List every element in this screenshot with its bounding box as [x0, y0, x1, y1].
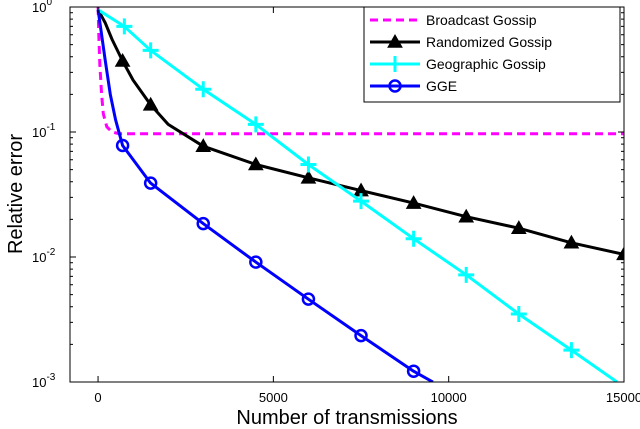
randomized-gossip-point-2	[142, 96, 159, 111]
gge-point-3	[196, 216, 210, 231]
legend: Broadcast Gossip Randomized Gossip Geograp…	[363, 6, 621, 103]
geographic-gossip-point-1	[116, 18, 133, 35]
gge-point-1	[115, 138, 130, 153]
geographic-gossip-point-5	[300, 156, 317, 173]
tick-layer: 0 5000 10000 15000 100 10-1 10-2 10-3	[32, 0, 640, 405]
series-gge	[96, 9, 434, 382]
gge-point-2	[143, 176, 158, 190]
geographic-gossip-point-3	[195, 81, 212, 98]
gge-line	[96, 9, 434, 382]
randomized-gossip-point-10	[563, 234, 580, 249]
geographic-gossip-point-9	[510, 305, 527, 322]
randomized-gossip-point-5	[300, 169, 317, 184]
randomized-gossip-point-7	[405, 195, 422, 209]
geographic-gossip-point-10	[563, 342, 580, 359]
legend-item-geographic-gossip: Geographic Gossip	[370, 56, 546, 72]
legend-label-gge: GGE	[426, 78, 457, 94]
geographic-gossip-point-2	[142, 42, 159, 59]
legend-label-randomized-gossip: Randomized Gossip	[426, 34, 552, 50]
series-broadcast-gossip	[96, 7, 624, 136]
x-tick-label-1: 0	[94, 390, 101, 405]
randomized-gossip-point-1	[114, 52, 131, 67]
series-layer	[96, 7, 624, 382]
x-tick-label-2: 5000	[259, 390, 288, 405]
randomized-gossip-line	[96, 9, 624, 256]
legend-item-gge: GGE	[370, 78, 457, 94]
legend-marker-geographic-gossip	[387, 56, 403, 72]
randomized-gossip-point-3	[195, 138, 212, 152]
gge-point-6	[354, 328, 368, 343]
gge-point-4	[249, 255, 263, 269]
y-tick-label-1: 100	[32, 0, 52, 15]
randomized-gossip-point-8	[458, 208, 475, 223]
y-tick-label-2: 10-1	[32, 122, 56, 140]
x-axis-label: Number of transmissions	[236, 407, 457, 429]
legend-marker-randomized-gossip	[387, 33, 403, 48]
legend-label-broadcast-gossip: Broadcast Gossip	[426, 12, 537, 28]
broadcast-gossip-line	[96, 7, 624, 136]
geographic-gossip-point-4	[247, 116, 264, 133]
geographic-gossip-point-8	[458, 266, 475, 283]
geographic-gossip-line	[97, 8, 618, 382]
geographic-gossip-point-7	[405, 230, 422, 247]
legend-item-randomized-gossip: Randomized Gossip	[370, 33, 552, 50]
gge-point-5	[301, 292, 316, 306]
series-geographic-gossip	[97, 8, 618, 382]
legend-item-broadcast-gossip: Broadcast Gossip	[370, 12, 537, 28]
y-axis-label: Relative error	[5, 134, 27, 254]
y-tick-label-4: 10-3	[32, 372, 56, 390]
x-tick-label-4: 15000	[606, 390, 640, 405]
randomized-gossip-point-9	[510, 220, 527, 234]
plot-frame	[69, 6, 625, 383]
gge-point-7	[406, 364, 421, 378]
legend-label-geographic-gossip: Geographic Gossip	[426, 56, 546, 72]
geographic-gossip-point-6	[353, 193, 370, 210]
series-randomized-gossip	[96, 9, 624, 261]
x-tick-label-3: 10000	[431, 390, 467, 405]
legend-marker-gge	[388, 79, 402, 93]
y-tick-label-3: 10-2	[32, 247, 56, 265]
randomized-gossip-point-4	[247, 156, 264, 171]
